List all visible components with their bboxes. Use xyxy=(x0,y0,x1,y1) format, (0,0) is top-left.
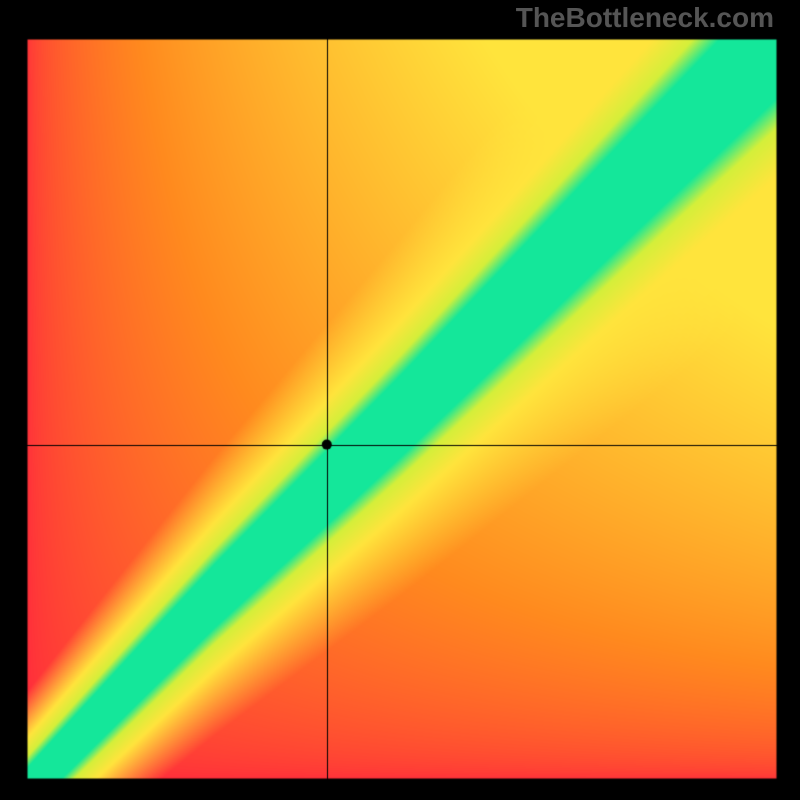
bottleneck-heatmap xyxy=(0,0,800,800)
chart-container: TheBottleneck.com xyxy=(0,0,800,800)
watermark-text: TheBottleneck.com xyxy=(516,2,774,34)
